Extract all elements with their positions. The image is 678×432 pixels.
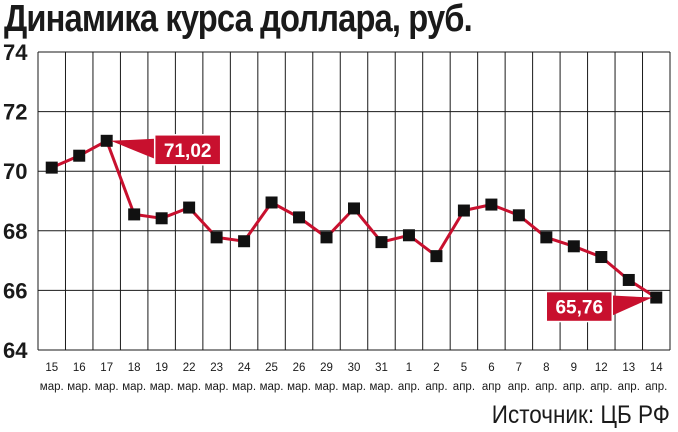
x-tick-label-day: 22	[183, 362, 196, 374]
data-point-marker	[402, 229, 415, 242]
data-labels: 71,02 65,76	[110, 134, 653, 323]
x-tick-label-day: 12	[595, 362, 608, 374]
x-tick-label-month: мар.	[40, 381, 64, 393]
x-tick-label-day: 5	[461, 362, 467, 374]
data-label-box	[153, 134, 222, 166]
y-tick-label: 74	[3, 40, 28, 65]
x-tick-label-day: 14	[650, 362, 663, 374]
x-tick-label-day: 9	[571, 362, 577, 374]
series-line	[51, 139, 658, 299]
x-tick-label-day: 23	[210, 362, 223, 374]
x-tick-label-month: апр.	[398, 381, 420, 393]
data-point-marker	[485, 198, 498, 211]
x-tick-label-day: 24	[238, 362, 251, 374]
y-tick-label: 72	[3, 100, 27, 125]
x-tick-label-month: апр.	[508, 381, 530, 393]
x-tick-label-day: 31	[375, 362, 388, 374]
x-tick-label-month: мар.	[205, 381, 229, 393]
x-tick-label-month: мар.	[150, 381, 174, 393]
data-point-marker	[155, 212, 168, 225]
x-tick-label-day: 1	[406, 362, 412, 374]
x-tick-label-month: мар.	[370, 381, 394, 393]
x-tick-label-day: 8	[543, 362, 549, 374]
x-tick-label-month: мар.	[95, 381, 119, 393]
data-point-marker	[650, 291, 663, 304]
data-point-marker	[293, 211, 306, 224]
data-point-marker	[457, 204, 470, 217]
x-tick-label-day: 30	[348, 362, 361, 374]
x-tick-label-month: мар.	[315, 381, 339, 393]
series-markers	[45, 134, 663, 304]
x-tick-label-month: апр.	[453, 381, 475, 393]
page-title: Динамика курса доллара, руб.	[4, 0, 473, 40]
data-point-marker	[210, 231, 223, 244]
y-tick-label: 70	[3, 159, 27, 184]
source-note: Источник: ЦБ РФ	[491, 401, 670, 429]
x-tick-label-day: 2	[433, 362, 439, 374]
data-label-box	[545, 290, 614, 323]
data-point-marker	[128, 208, 141, 221]
x-tick-label-month: мар.	[287, 381, 311, 393]
data-point-marker	[540, 231, 553, 244]
data-label: 71,02	[164, 141, 212, 162]
y-tick-label: 68	[3, 219, 27, 244]
data-label-pointer	[612, 295, 653, 316]
data-point-marker	[348, 202, 360, 215]
data-point-marker	[320, 231, 333, 244]
x-tick-label-day: 6	[488, 362, 494, 374]
data-point-marker	[430, 250, 443, 263]
data-point-marker	[622, 273, 635, 286]
x-tick-label-month: мар.	[260, 381, 284, 393]
x-tick-label-day: 18	[128, 362, 141, 374]
x-tick-label-month: апр	[482, 381, 501, 393]
x-tick-label-day: 19	[155, 362, 168, 374]
data-label-pointer	[110, 138, 155, 159]
data-point-marker	[100, 134, 113, 147]
y-tick-label: 66	[3, 278, 27, 303]
x-tick-label-day: 26	[293, 362, 306, 374]
x-tick-label-day: 15	[45, 362, 58, 374]
x-axis: 15мар.16мар.17мар.18мар.19мар.22мар.23ма…	[40, 362, 668, 393]
data-point-marker	[595, 251, 608, 264]
x-tick-label-day: 7	[516, 362, 522, 374]
y-tick-label: 64	[3, 338, 28, 363]
x-tick-label-month: мар.	[232, 381, 256, 393]
x-tick-label-day: 16	[73, 362, 86, 374]
data-point-marker	[183, 201, 196, 214]
x-tick-label-month: апр.	[645, 381, 667, 393]
x-tick-label-day: 17	[100, 362, 113, 374]
x-tick-label-month: апр.	[590, 381, 612, 393]
x-tick-label-month: апр.	[535, 381, 557, 393]
x-tick-label-day: 29	[320, 362, 333, 374]
x-tick-label-month: мар.	[342, 381, 366, 393]
x-tick-label-month: мар.	[67, 381, 91, 393]
data-point-marker	[73, 149, 86, 162]
x-tick-label-month: апр.	[425, 381, 447, 393]
x-tick-label-month: апр.	[618, 381, 640, 393]
data-label: 65,76	[555, 298, 603, 319]
series-polyline	[51, 139, 658, 299]
x-tick-label-month: мар.	[122, 381, 146, 393]
x-tick-label-day: 13	[622, 362, 635, 374]
x-tick-label-day: 25	[265, 362, 278, 374]
data-point-marker	[265, 196, 278, 209]
y-axis: 64 66 68 70 72 74	[3, 40, 28, 363]
data-point-marker	[512, 209, 525, 222]
x-tick-label-month: апр.	[563, 381, 585, 393]
x-tick-label-month: мар.	[177, 381, 201, 393]
data-point-marker	[375, 236, 388, 249]
data-point-marker	[45, 161, 58, 174]
data-point-marker	[567, 240, 580, 253]
data-point-marker	[238, 235, 251, 248]
